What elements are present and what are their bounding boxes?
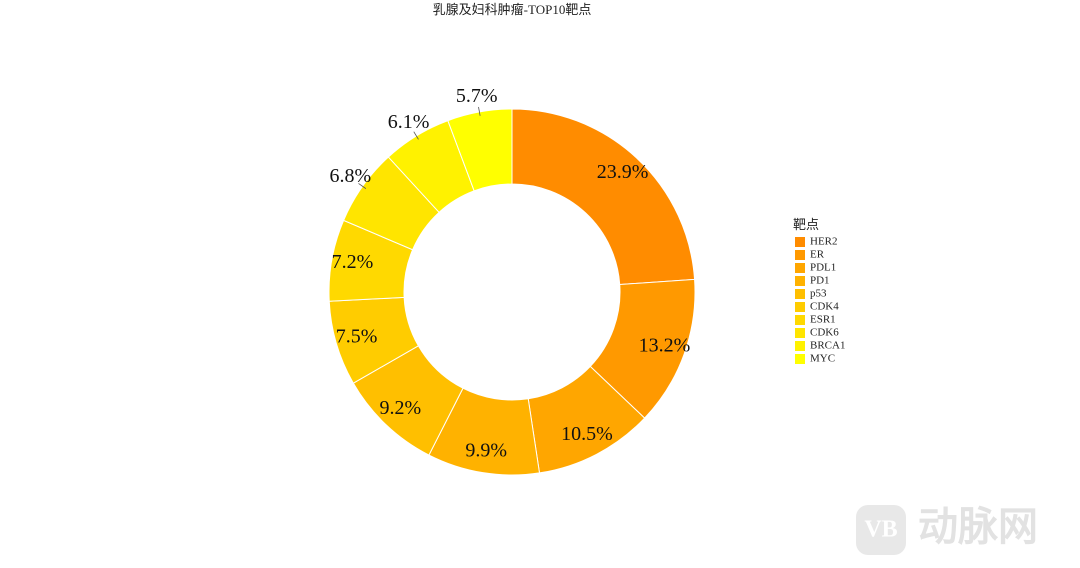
- donut-slice: [511, 108, 696, 286]
- donut-slice: [447, 108, 513, 192]
- legend-swatch: [795, 237, 805, 247]
- data-label: 7.2%: [332, 251, 374, 273]
- data-label: 6.1%: [388, 111, 430, 133]
- legend-swatch: [795, 289, 805, 299]
- watermark-logo: [856, 505, 906, 555]
- data-label: 9.2%: [380, 397, 422, 419]
- legend-swatch: [795, 302, 805, 312]
- legend-swatch: [795, 354, 805, 364]
- legend-swatch: [795, 276, 805, 286]
- legend-label: CDK4: [810, 301, 839, 313]
- chart-title: 乳腺及妇科肿瘤-TOP10靶点: [433, 2, 592, 17]
- legend-label: ESR1: [810, 314, 836, 326]
- data-label: 5.7%: [456, 85, 498, 107]
- label-leader: [478, 106, 481, 116]
- legend-label: HER2: [810, 236, 838, 248]
- legend-label: BRCA1: [810, 340, 845, 352]
- data-label: 23.9%: [597, 161, 649, 183]
- watermark: 动脉网: [918, 504, 1038, 549]
- legend-swatch: [795, 328, 805, 338]
- legend-swatch: [795, 315, 805, 325]
- legend-label: ER: [810, 249, 825, 261]
- data-label: 7.5%: [336, 325, 378, 347]
- legend-swatch: [795, 250, 805, 260]
- legend-swatch: [795, 341, 805, 351]
- legend-label: p53: [810, 288, 827, 300]
- data-label: 9.9%: [465, 440, 507, 462]
- label-leader: [358, 183, 367, 189]
- watermark-logo-text: VB: [864, 517, 897, 543]
- legend-label: MYC: [810, 353, 835, 365]
- legend-title: 靶点: [793, 217, 819, 232]
- data-label: 10.5%: [561, 423, 613, 445]
- label-leader: [413, 131, 419, 140]
- data-label: 6.8%: [330, 165, 372, 187]
- legend-label: CDK6: [810, 327, 839, 339]
- legend-label: PD1: [810, 275, 830, 287]
- data-label: 13.2%: [639, 334, 691, 356]
- legend-label: PDL1: [810, 262, 836, 274]
- legend-swatch: [795, 263, 805, 273]
